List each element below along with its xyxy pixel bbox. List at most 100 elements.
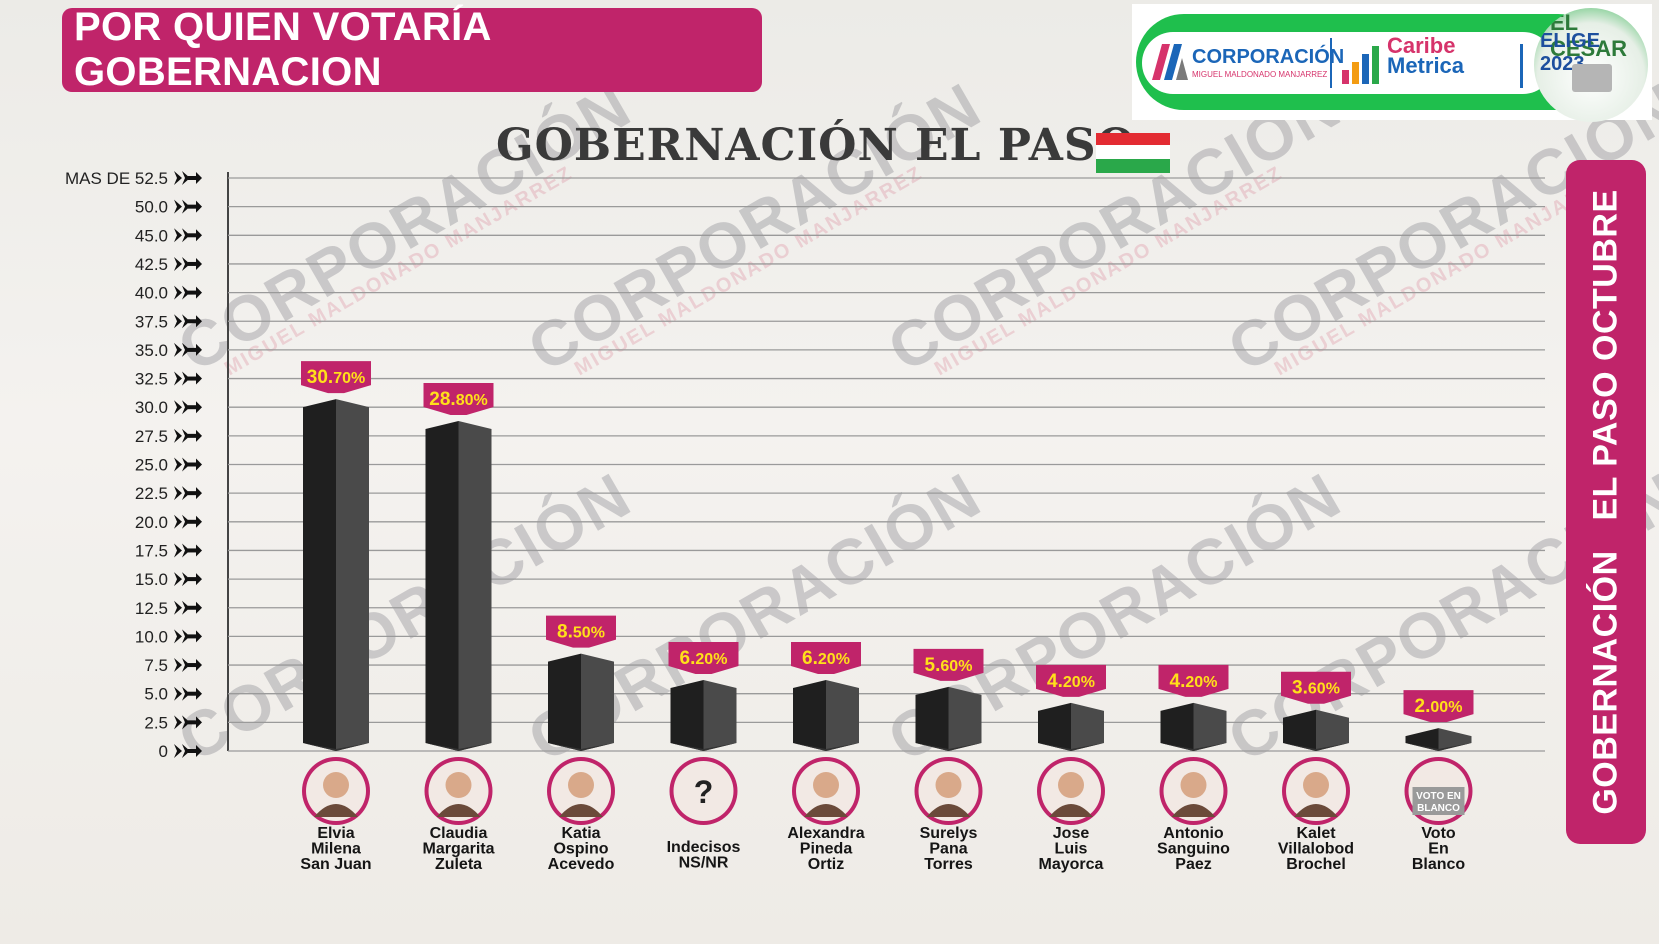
bar bbox=[1405, 728, 1472, 751]
y-tick-label: 40.0 bbox=[135, 284, 168, 303]
arrow-icon bbox=[174, 228, 202, 243]
value-label: 6.20% bbox=[680, 648, 728, 669]
arrow-icon bbox=[174, 686, 182, 701]
portrait-icon bbox=[547, 757, 615, 825]
portrait-shoulders bbox=[1171, 804, 1216, 817]
bar bbox=[1283, 709, 1349, 751]
arrow-icon bbox=[174, 199, 202, 214]
arrow-icon bbox=[188, 290, 200, 295]
bar-base bbox=[1160, 743, 1227, 751]
category-label: Milena bbox=[311, 841, 361, 858]
blank-ballot-text: VOTO EN bbox=[1416, 791, 1461, 802]
arrow-icon bbox=[182, 514, 190, 529]
category-label: Villalobod bbox=[1278, 841, 1354, 858]
value-label: 28.80% bbox=[429, 389, 487, 410]
arrow-icon bbox=[196, 343, 202, 356]
bar-face-left bbox=[1038, 702, 1071, 751]
y-tick-label: 35.0 bbox=[135, 341, 168, 360]
blank-ballot-box bbox=[1412, 787, 1465, 815]
value-label-bg bbox=[668, 641, 739, 674]
arrow-icon bbox=[182, 658, 190, 673]
arrow-icon bbox=[188, 233, 200, 238]
arrow-icon bbox=[174, 342, 182, 357]
arrow-icon bbox=[196, 257, 202, 270]
bar-base bbox=[1038, 743, 1104, 751]
arrow-icon bbox=[188, 605, 200, 610]
arrow-icon bbox=[182, 457, 190, 472]
arrow-icon bbox=[174, 285, 182, 300]
arrow-icon bbox=[174, 600, 202, 615]
bar-base bbox=[793, 743, 859, 751]
arrow-icon bbox=[196, 659, 202, 672]
arrow-icon bbox=[196, 286, 202, 299]
value-label: 2.00% bbox=[1415, 696, 1463, 717]
bar-face-left bbox=[303, 399, 336, 751]
arrow-icon bbox=[174, 658, 202, 673]
portrait-shoulders bbox=[436, 804, 481, 817]
arrow-icon bbox=[174, 228, 182, 243]
arrow-icon bbox=[188, 462, 200, 467]
arrow-icon bbox=[182, 199, 190, 214]
bar bbox=[670, 679, 737, 751]
category-label: Claudia bbox=[430, 825, 488, 842]
bar bbox=[303, 399, 369, 751]
arrow-icon bbox=[196, 487, 202, 500]
arrow-icon bbox=[188, 720, 200, 725]
category-label: Indecisos bbox=[667, 839, 741, 856]
y-tick-label: MAS DE 52.5 bbox=[65, 169, 168, 188]
portrait-icon bbox=[302, 757, 370, 825]
arrow-icon bbox=[182, 600, 190, 615]
category-label: Luis bbox=[1055, 841, 1088, 858]
y-tick-label: 32.5 bbox=[135, 370, 168, 389]
value-label: 4.20% bbox=[1047, 671, 1095, 692]
arrow-icon bbox=[196, 229, 202, 242]
y-tick-label: 27.5 bbox=[135, 427, 168, 446]
cesar-text: EL CESAR bbox=[1550, 10, 1628, 61]
arrow-icon bbox=[188, 347, 200, 352]
bar-face-right bbox=[703, 679, 737, 751]
portrait-face bbox=[813, 772, 839, 798]
category-label: Ospino bbox=[553, 841, 608, 858]
y-tick-label: 42.5 bbox=[135, 255, 168, 274]
arrow-icon bbox=[174, 715, 202, 730]
bar-face-right bbox=[948, 686, 982, 751]
bar-face-left bbox=[1283, 709, 1316, 751]
y-tick-label: 20.0 bbox=[135, 513, 168, 532]
portrait-face bbox=[1303, 772, 1329, 798]
portrait-face bbox=[445, 772, 472, 798]
y-tick-label: 5.0 bbox=[144, 685, 168, 704]
y-tick-label: 7.5 bbox=[144, 656, 168, 675]
arrow-icon bbox=[196, 745, 202, 757]
category-label: Surelys bbox=[920, 825, 978, 842]
arrow-icon bbox=[196, 315, 202, 328]
category-label: Ortiz bbox=[808, 856, 844, 873]
arrow-icon bbox=[188, 261, 200, 266]
value-label: 30.70% bbox=[307, 367, 365, 388]
arrow-icon bbox=[196, 544, 202, 557]
arrow-icon bbox=[196, 630, 202, 643]
value-label: 8.50% bbox=[557, 622, 605, 643]
caribe-metrica-logo: Caribe Metrica bbox=[1387, 33, 1464, 77]
arrow-icon bbox=[188, 548, 200, 553]
corporacion-logo-text: CORPORACIÓN bbox=[1192, 46, 1345, 68]
caribe-text: Caribe bbox=[1387, 33, 1456, 58]
category-label: Paez bbox=[1175, 856, 1211, 873]
arrow-icon bbox=[182, 256, 190, 271]
arrow-icon bbox=[196, 429, 202, 442]
ballot-box-icon bbox=[1572, 64, 1612, 92]
arrow-icon bbox=[174, 342, 202, 357]
arrow-icon bbox=[188, 319, 200, 324]
portrait-face bbox=[1058, 772, 1084, 798]
arrow-icon bbox=[174, 457, 182, 472]
arrow-icon bbox=[182, 486, 190, 501]
category-label: Katia bbox=[561, 825, 600, 842]
arrow-icon bbox=[174, 572, 182, 587]
category-label: Antonio bbox=[1163, 825, 1224, 842]
arrow-icon bbox=[188, 376, 200, 381]
arrow-icon bbox=[174, 486, 202, 501]
category-label: Zuleta bbox=[435, 856, 482, 873]
arrow-icon bbox=[188, 405, 200, 410]
arrow-icon bbox=[174, 428, 182, 443]
arrow-icon bbox=[174, 371, 202, 386]
portrait-face bbox=[568, 772, 594, 798]
